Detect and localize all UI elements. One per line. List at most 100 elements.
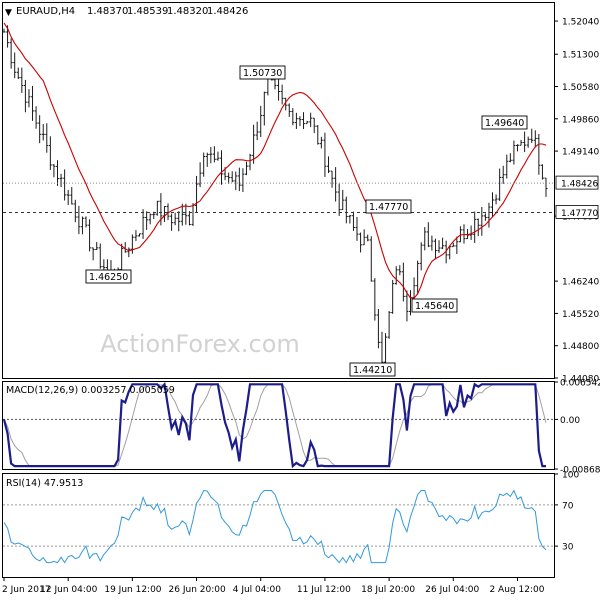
price-bar	[355, 216, 359, 241]
price-bar	[302, 112, 306, 130]
price-bar	[284, 97, 288, 111]
price-bar	[359, 232, 363, 253]
price-axis-label: 1.50580	[562, 83, 599, 93]
price-bar	[98, 243, 102, 269]
x-axis-label: 19 Jun 12:00	[104, 585, 161, 595]
annotation-label: 1.47770	[369, 202, 408, 213]
price-bar	[294, 112, 298, 129]
price-bar	[348, 215, 352, 224]
header-symbol: EURAUD,H4	[16, 6, 75, 17]
price-bar	[166, 203, 170, 221]
price-bar	[141, 209, 145, 239]
price-axis-label: 1.51300	[562, 51, 599, 61]
price-bar	[480, 206, 484, 236]
price-bar	[380, 331, 384, 364]
price-axis-label: 1.44800	[562, 342, 599, 352]
price-bar	[180, 203, 184, 226]
price-bar	[501, 165, 505, 184]
price-bar	[170, 213, 174, 231]
price-bar	[523, 131, 527, 153]
rsi-axis-label: 70	[562, 501, 574, 511]
price-bar	[63, 169, 67, 201]
price-bar	[9, 38, 13, 69]
price-axis-label: 1.52040	[562, 18, 599, 28]
price-bar	[305, 120, 309, 125]
annotation-box	[365, 199, 412, 214]
price-bar	[376, 309, 380, 349]
price-bar	[451, 242, 455, 248]
price-bar	[416, 260, 420, 295]
price-bar	[494, 194, 498, 205]
price-bar	[237, 167, 241, 192]
price-bar	[433, 238, 437, 260]
price-bar	[220, 150, 224, 185]
price-bar	[508, 153, 512, 163]
price-bar	[66, 189, 70, 206]
price-bar	[537, 133, 541, 175]
axes: 1.520401.513001.505801.498601.491401.476…	[2, 18, 600, 595]
price-bar	[173, 212, 177, 226]
x-axis-label: 18 Jul 20:00	[361, 585, 415, 595]
price-bar	[515, 144, 519, 152]
price-bar	[398, 265, 402, 276]
price-bar	[205, 152, 209, 167]
price-bar	[334, 167, 338, 202]
price-bar	[473, 211, 477, 243]
price-bar	[27, 89, 31, 108]
price-bar	[498, 168, 502, 201]
price-bar	[316, 125, 320, 145]
price-bar	[287, 103, 291, 117]
price-plot	[2, 22, 554, 364]
price-bar	[487, 202, 491, 228]
price-bar	[491, 192, 495, 217]
price-bar	[216, 151, 220, 161]
price-bar	[70, 187, 74, 205]
annotation-label: 1.49640	[485, 118, 524, 129]
moving-average-line	[3, 22, 547, 299]
price-bar	[138, 233, 141, 237]
price-bar	[148, 213, 152, 225]
price-bar	[259, 105, 263, 137]
price-bar	[198, 162, 202, 188]
price-bar	[59, 173, 63, 187]
price-axis-label: 1.46240	[562, 278, 599, 288]
price-bar	[405, 290, 409, 322]
price-bar	[84, 216, 88, 228]
price-bar	[351, 211, 355, 231]
price-bar	[48, 136, 52, 170]
price-bar	[344, 196, 348, 224]
price-axis-label: 1.49140	[562, 148, 599, 158]
price-bar	[202, 152, 206, 177]
price-axis-label: 1.49860	[562, 115, 599, 125]
rsi-axis-label: 30	[562, 543, 574, 553]
current-price-label: 1.48426	[561, 180, 598, 190]
price-bar	[533, 130, 537, 148]
price-bar	[45, 123, 49, 153]
price-bar	[230, 171, 234, 183]
price-panel-frame	[2, 2, 555, 379]
x-axis-label: 11 Jul 12:00	[297, 585, 351, 595]
price-bar	[41, 124, 45, 141]
price-bar	[437, 240, 441, 253]
header-triangle-icon: ▼	[5, 8, 12, 18]
price-bar	[2, 28, 6, 33]
support-level-tag	[555, 205, 599, 219]
price-bar	[540, 164, 544, 180]
price-bar	[309, 112, 313, 128]
price-bar	[20, 67, 24, 93]
support-level-label: 1.47770	[561, 209, 598, 219]
price-bar	[184, 203, 188, 225]
x-axis-label: 12 Jun 04:00	[40, 585, 97, 595]
price-bar	[16, 67, 20, 80]
price-bar	[330, 170, 334, 188]
price-bar	[280, 84, 284, 105]
price-bar	[476, 218, 480, 237]
price-bar	[145, 211, 149, 230]
price-bar	[127, 247, 131, 258]
rsi-panel-frame	[2, 473, 555, 578]
annotation-box	[85, 269, 132, 284]
price-bar	[77, 205, 81, 235]
price-bar	[391, 279, 395, 314]
price-bar	[130, 234, 134, 254]
